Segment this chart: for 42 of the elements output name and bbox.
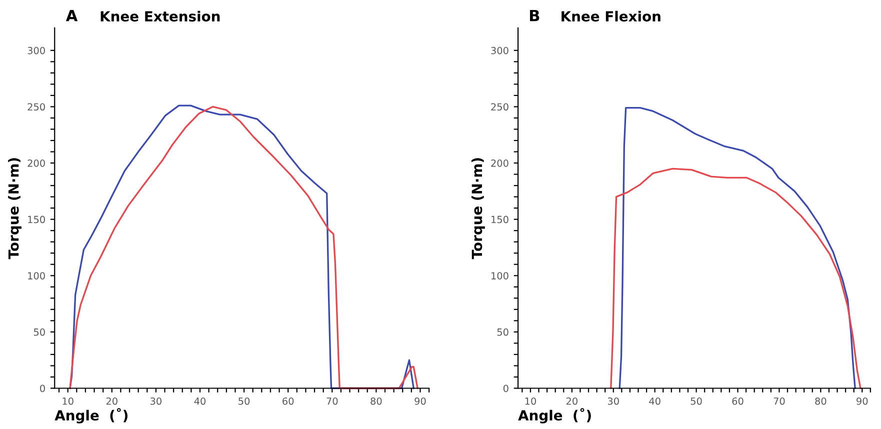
x-tick-label: 60 [282,397,294,405]
y-tick-label: 50 [497,328,508,336]
x-tick-label: 80 [815,397,826,405]
line-series [618,107,856,390]
x-tick-label: 30 [608,397,619,405]
y-tick-label: 100 [492,272,508,280]
x-tick-label: 60 [732,397,744,405]
x-tick-label: 70 [326,397,338,405]
x-axis-title: Angle (˚) [54,408,128,424]
line-series [610,168,862,390]
y-tick-label: 0 [503,384,508,392]
y-axis-title: Torque (N·m) [8,158,22,260]
x-tick-label: 50 [238,397,250,405]
x-tick-label: 90 [414,397,426,405]
x-tick-label: 70 [774,397,785,405]
x-tick-label: 80 [370,397,382,405]
chart-title: Knee Flexion [562,10,660,22]
x-tick-label: 90 [856,397,868,405]
x-axis-title: Angle (˚) [518,408,591,424]
y-tick-label: 300 [491,46,508,54]
y-tick-label: 200 [491,160,508,167]
x-tick-label: 40 [649,397,660,405]
y-tick-label: 250 [491,103,508,111]
y-tick-label: 200 [28,160,45,167]
y-tick-label: 150 [28,216,45,224]
x-tick-label: 10 [525,397,536,405]
y-tick-label: 50 [34,328,45,336]
x-tick-label: 30 [150,397,162,405]
x-tick-label: 40 [194,397,206,405]
y-tick-label: 250 [28,103,45,111]
x-tick-label: 10 [62,397,74,405]
x-tick-label: 20 [106,397,118,405]
text: B [530,10,540,22]
y-tick-label: 0 [40,384,45,392]
x-tick-label: 20 [566,397,578,405]
x-tick-label: 50 [690,397,702,405]
y-axis-title: Torque (N·m) [471,158,485,260]
text: A [66,10,78,22]
y-tick-label: 100 [28,272,45,280]
y-tick-label: 300 [28,46,45,54]
y-tick-label: 150 [492,216,508,224]
chart-title: Knee Extension [100,10,220,22]
